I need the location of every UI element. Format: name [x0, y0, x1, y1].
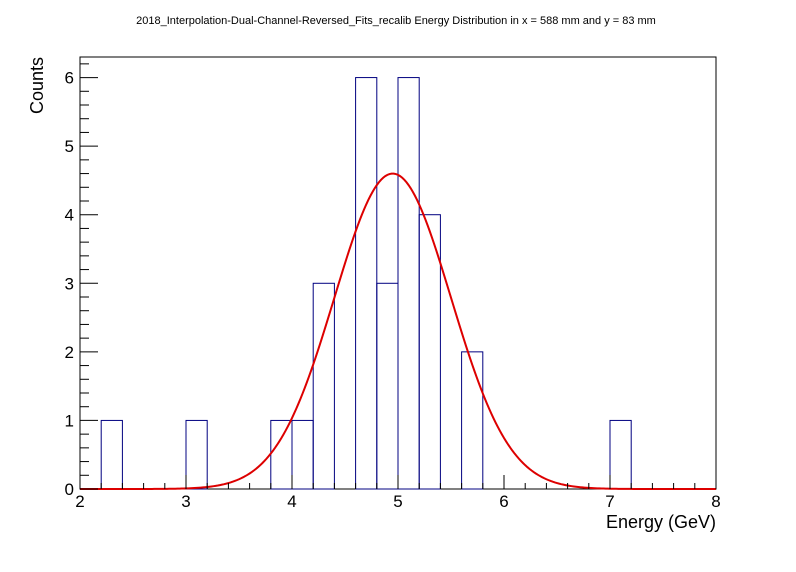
y-tick-label-2: 2: [65, 343, 74, 362]
histogram-bin-3: [291, 419, 314, 490]
histogram-bin-0: [100, 419, 123, 490]
x-tick-label-4: 6: [499, 492, 508, 511]
histogram-bin-1: [185, 419, 208, 490]
histogram-bin-8: [418, 214, 441, 490]
chart-title: 2018_Interpolation-Dual-Channel-Reversed…: [136, 15, 656, 27]
x-tick-label-3: 5: [393, 492, 402, 511]
x-tick-label-1: 3: [181, 492, 190, 511]
histogram-bin-2: [270, 419, 293, 490]
histogram-layer: [100, 77, 632, 490]
y-tick-label-6: 6: [65, 69, 74, 88]
axis-layer: 2 3 4 5 6 7 8 0 1 2 3 4 5 6: [65, 63, 721, 511]
x-tick-label-0: 2: [75, 492, 84, 511]
x-tick-label-6: 8: [711, 492, 720, 511]
histogram-bin-7: [397, 77, 420, 490]
x-tick-label-2: 4: [287, 492, 296, 511]
histogram-bin-6: [376, 282, 399, 490]
x-axis-label: Energy (GeV): [606, 512, 716, 532]
y-tick-label-1: 1: [65, 411, 74, 430]
histogram-bin-9: [461, 351, 484, 490]
y-axis-label: Counts: [27, 57, 47, 114]
y-tick-label-4: 4: [65, 206, 74, 225]
histogram-bin-10: [609, 419, 632, 490]
y-tick-label-0: 0: [65, 480, 74, 499]
y-tick-label-5: 5: [65, 137, 74, 156]
histogram-bin-5: [355, 77, 378, 490]
x-tick-label-5: 7: [605, 492, 614, 511]
y-tick-label-3: 3: [65, 274, 74, 293]
histogram-bin-4: [312, 282, 335, 490]
